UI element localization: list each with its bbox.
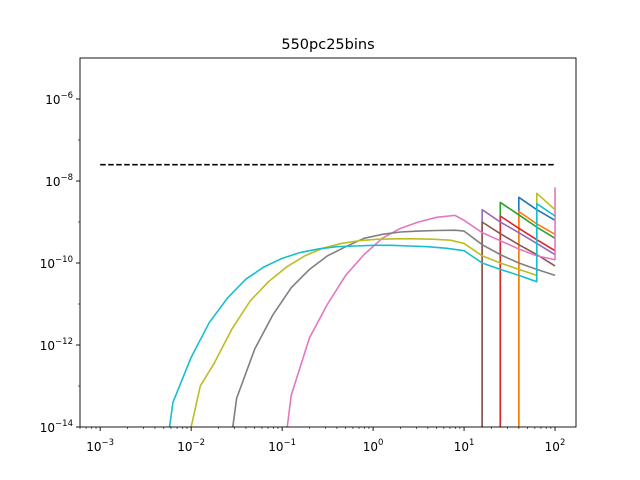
x-tick-label: 10−2	[177, 438, 205, 454]
axes-layer: 10−3 10−2 10−1 100 101 102 10−14 10−12 10−10 10−8…	[40, 57, 577, 454]
chart-title: 550pc25bins	[281, 37, 374, 53]
y-tick-label: 10−8	[45, 173, 73, 189]
series-line-2	[518, 210, 556, 427]
series-line-7	[286, 187, 556, 427]
series-line-8	[231, 229, 556, 427]
series-layer	[100, 163, 556, 427]
series-line-4	[499, 215, 556, 427]
series-line-9	[190, 192, 556, 427]
x-tick-label: 100	[363, 438, 384, 454]
y-tick-label: 10−14	[40, 419, 73, 435]
x-tick-label: 10−3	[86, 438, 114, 454]
x-tick-label: 101	[454, 438, 475, 454]
series-line-10	[168, 202, 556, 427]
plot-frame	[79, 57, 577, 428]
y-tick-label: 10−6	[45, 91, 73, 107]
y-tick-label: 10−12	[40, 337, 73, 353]
y-tick-label: 10−10	[40, 255, 73, 271]
x-tick-label: 102	[545, 438, 566, 454]
x-tick-label: 10−1	[268, 438, 296, 454]
